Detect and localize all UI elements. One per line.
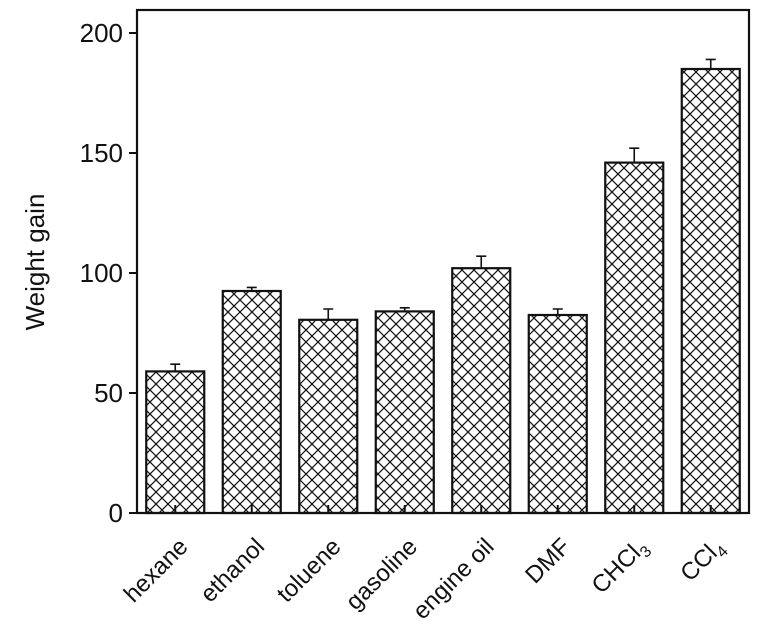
error-bar (705, 58, 716, 69)
error-bar (552, 308, 563, 315)
x-tick-label: CCl4 (675, 533, 732, 590)
y-tick-label: 150 (80, 138, 123, 168)
error-bar (476, 255, 487, 269)
error-bar (323, 308, 334, 320)
x-tick-label: engine oil (408, 533, 500, 625)
bars-layer (145, 58, 741, 515)
error-bar (170, 363, 181, 372)
bar (374, 310, 435, 515)
error-bar (399, 307, 410, 312)
x-tick-label: toluene (272, 533, 347, 608)
error-bar (246, 286, 257, 291)
x-tick-label: CHCl3 (587, 533, 656, 602)
bar (680, 67, 741, 515)
bar (221, 289, 282, 515)
bar (298, 318, 359, 515)
bar (451, 267, 512, 515)
x-tick-label: hexane (119, 533, 194, 608)
plot-frame (135, 8, 751, 515)
y-tick-label: 100 (80, 258, 123, 288)
y-axis-title: Weight gain (20, 194, 50, 331)
bar (604, 161, 665, 515)
bar (145, 370, 206, 515)
x-tick-label: DMF (520, 533, 576, 589)
x-tick-label: ethanol (195, 533, 270, 608)
y-axis: 0 50 100 150 200 (80, 18, 712, 528)
bar (527, 313, 588, 515)
y-tick-label: 200 (80, 18, 123, 48)
y-tick-label: 50 (94, 378, 123, 408)
y-tick-label: 0 (109, 498, 123, 528)
error-bar (629, 147, 640, 163)
